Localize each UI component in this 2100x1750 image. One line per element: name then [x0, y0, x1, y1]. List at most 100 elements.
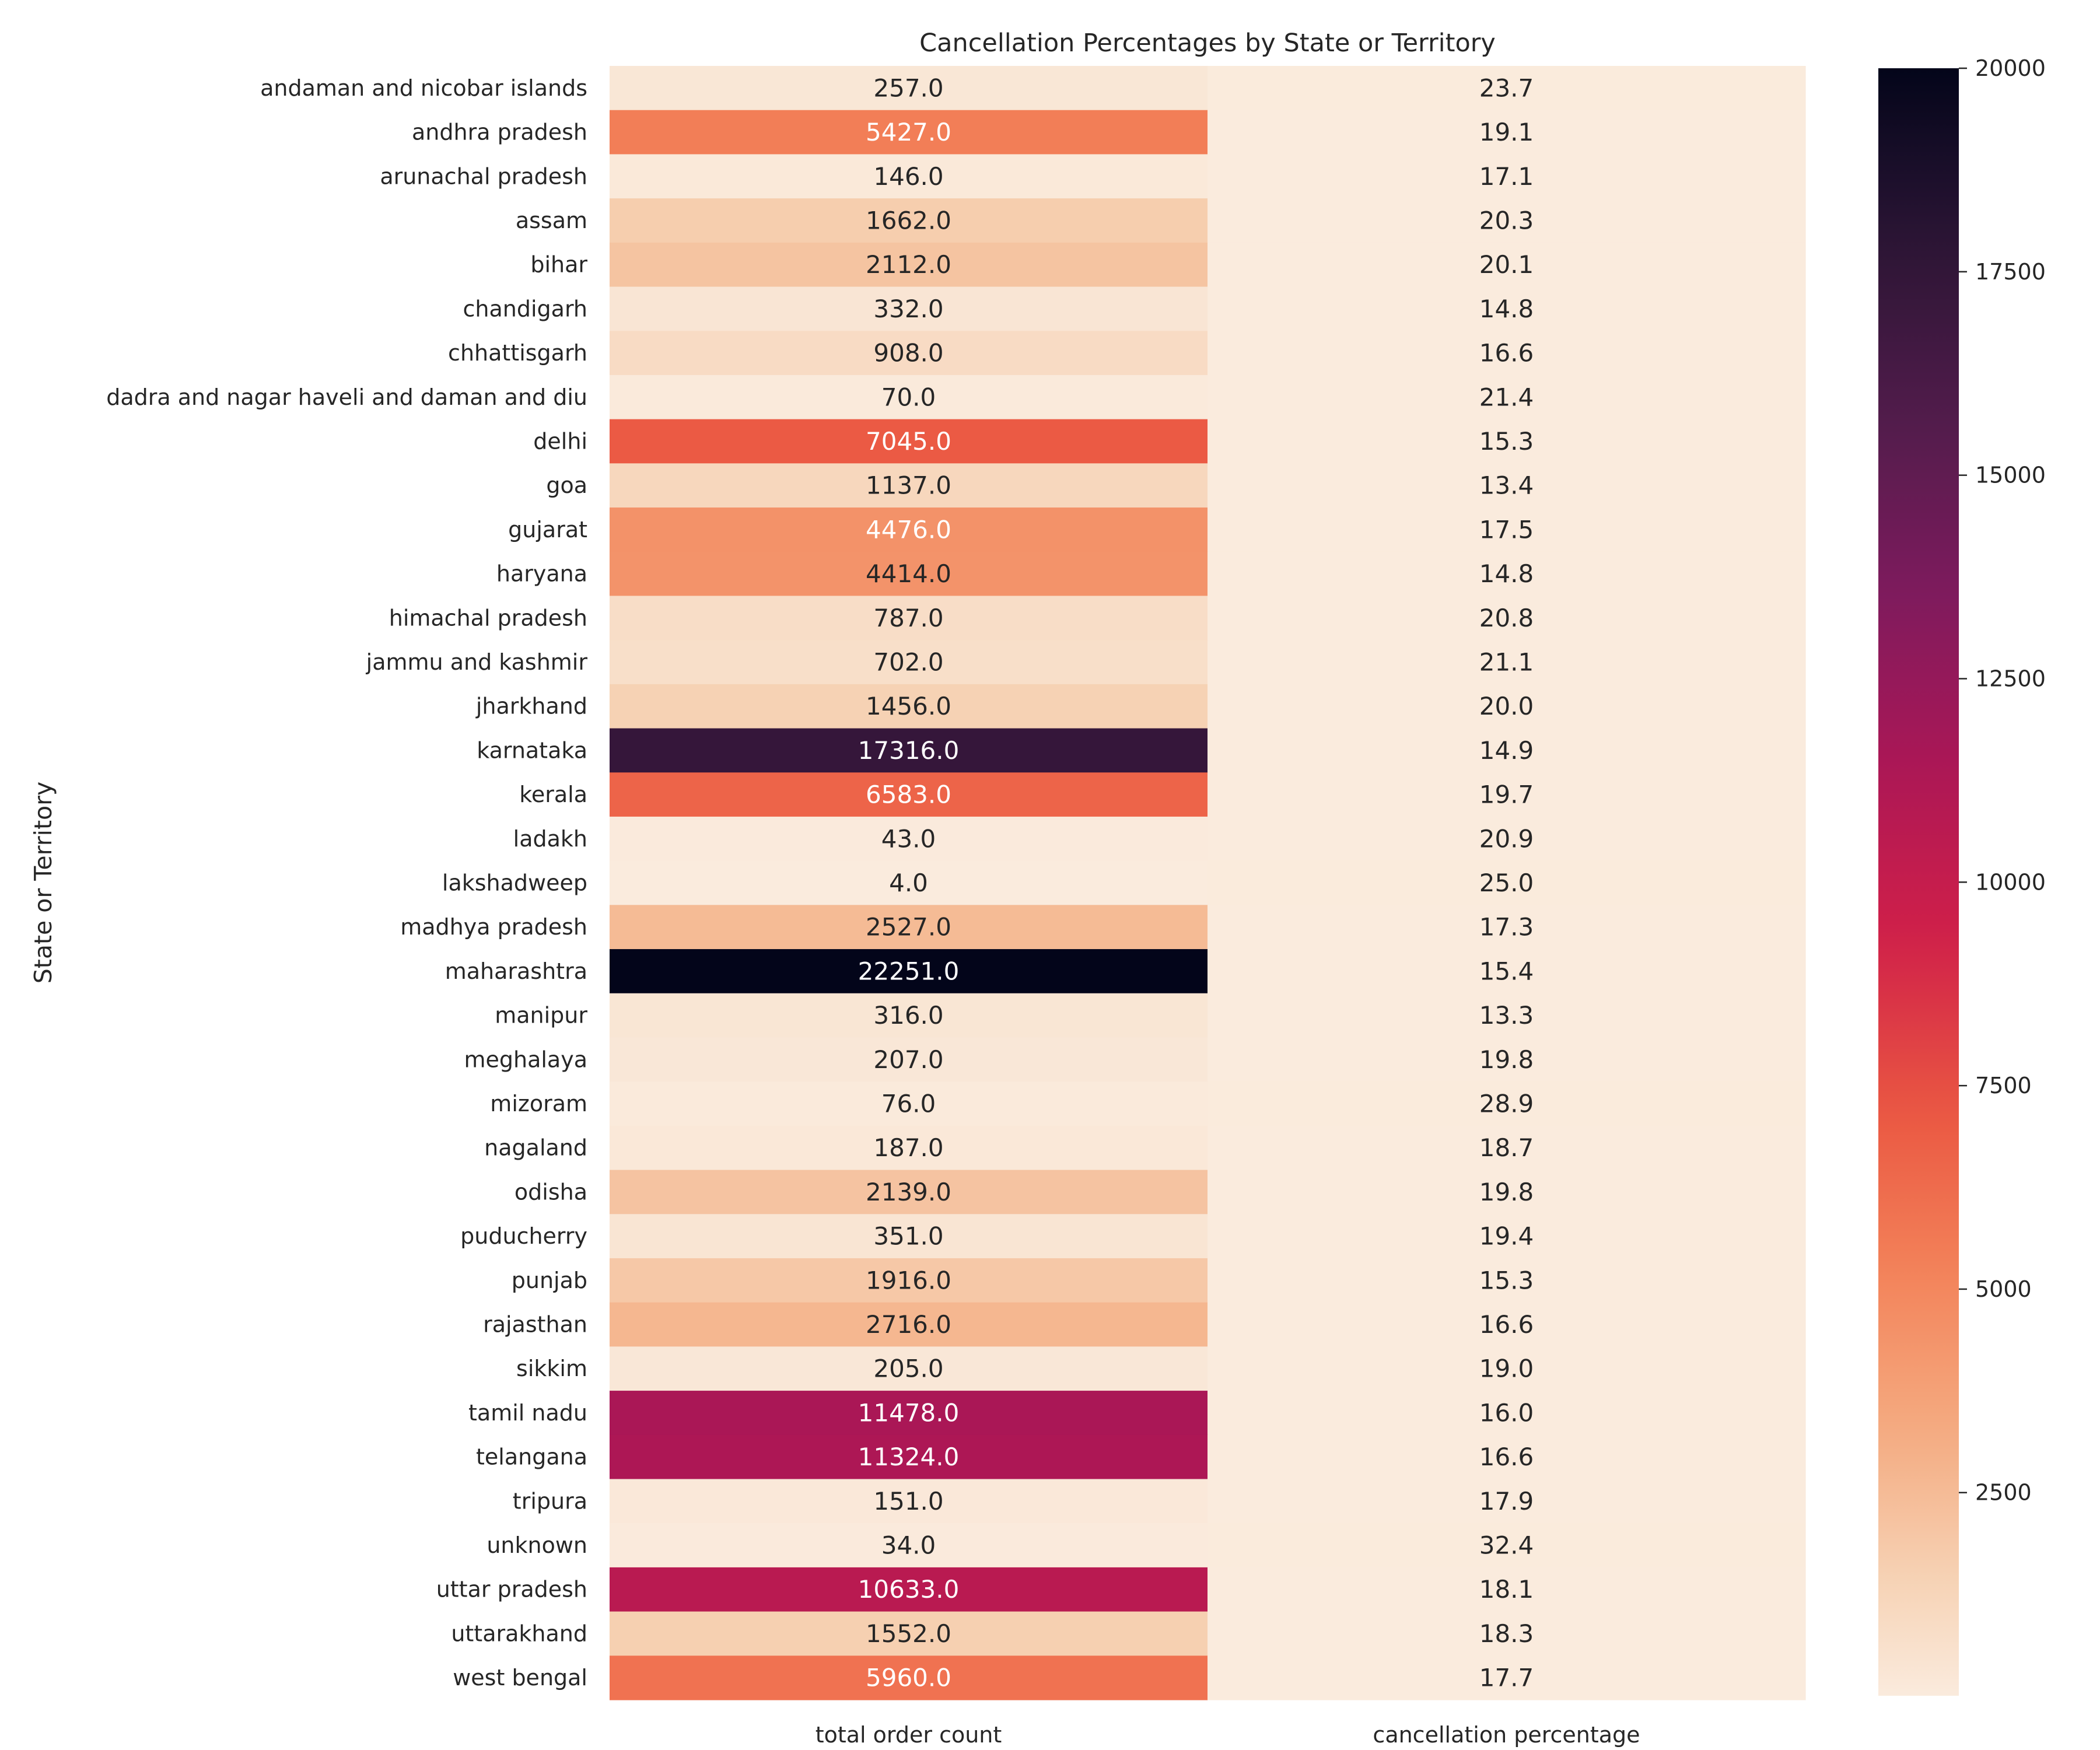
cell-annotation: 4414.0 [866, 559, 951, 588]
heatmap-cell [1208, 66, 1806, 111]
cell-annotation: 20.9 [1479, 824, 1534, 853]
cell-annotation: 19.0 [1479, 1354, 1534, 1383]
row-tick-label: meghalaya [464, 1046, 587, 1072]
heatmap-cell [610, 1258, 1208, 1303]
heatmap-cell [1208, 640, 1806, 685]
row-tick-label: gujarat [508, 517, 587, 542]
row-tick-label: telangana [476, 1444, 587, 1470]
row-tick-label: odisha [514, 1179, 587, 1205]
cell-annotation: 14.9 [1479, 736, 1534, 765]
heatmap-cell [1208, 728, 1806, 773]
colorbar-gradient [1878, 68, 1959, 1696]
heatmap-cell [610, 905, 1208, 950]
row-tick-label: uttar pradesh [436, 1577, 587, 1602]
row-tick-labels: andaman and nicobar islands andhra prades… [106, 75, 587, 1690]
row-tick-label: jharkhand [475, 694, 587, 719]
heatmap-cell [1208, 331, 1806, 376]
heatmap-cell [610, 1125, 1208, 1171]
heatmap-cell [610, 551, 1208, 597]
cell-annotation: 20.1 [1479, 250, 1534, 279]
colorbar: 2500 5000 7500 10000 12500 15000 17500 20000 [1878, 55, 2046, 1696]
row-tick-label: himachal pradesh [389, 605, 587, 631]
cell-annotation: 14.8 [1479, 295, 1534, 323]
cell-annotation: 2139.0 [866, 1178, 951, 1206]
row-tick-label: mizoram [490, 1091, 587, 1116]
cell-annotation: 787.0 [873, 604, 943, 632]
heatmap-cell [610, 374, 1208, 420]
row-tick-label: rajasthan [483, 1312, 587, 1338]
colorbar-tick-label: 2500 [1975, 1480, 2032, 1506]
heatmap-cell [610, 1170, 1208, 1214]
cell-annotation: 1662.0 [866, 206, 951, 235]
heatmap-cell [610, 1214, 1208, 1259]
heatmap-cell [610, 640, 1208, 685]
heatmap-cell [1208, 993, 1806, 1038]
row-tick-label: chandigarh [463, 296, 587, 321]
cell-annotation: 17.7 [1479, 1664, 1534, 1692]
cell-annotation: 15.4 [1479, 957, 1534, 985]
cell-annotation: 43.0 [881, 824, 936, 853]
chart-title: Cancellation Percentages by State or Ter… [919, 29, 1496, 58]
heatmap-cell [610, 993, 1208, 1038]
heatmap-cells [610, 66, 1806, 1700]
heatmap-cell [1208, 374, 1806, 420]
heatmap-cell [610, 1567, 1208, 1612]
heatmap-cell [610, 110, 1208, 155]
cell-annotations: 257.0 23.7 5427.0 19.1 146.0 17.1 1662.0 20.3 21… [858, 74, 1534, 1692]
heatmap-cell [610, 816, 1208, 862]
cell-annotation: 332.0 [873, 295, 943, 323]
row-tick-label: sikkim [516, 1356, 587, 1381]
colorbar-tick-label: 17500 [1975, 259, 2046, 285]
cell-annotation: 23.7 [1479, 74, 1534, 102]
cell-annotation: 2716.0 [866, 1310, 951, 1339]
row-tick-label: nagaland [484, 1135, 587, 1161]
heatmap-cell [1208, 1125, 1806, 1171]
heatmap-cell [610, 331, 1208, 376]
cell-annotation: 34.0 [881, 1531, 936, 1560]
cell-annotation: 257.0 [873, 74, 943, 102]
row-tick-label: jammu and kashmir [366, 649, 588, 675]
cell-annotation: 1916.0 [866, 1266, 951, 1294]
heatmap-cell [610, 66, 1208, 111]
cell-annotation: 1137.0 [866, 471, 951, 500]
cell-annotation: 205.0 [873, 1354, 943, 1383]
colorbar-tick-label: 20000 [1975, 55, 2046, 81]
heatmap-cell [1208, 1170, 1806, 1214]
heatmap-cell [1208, 286, 1806, 331]
heatmap-cell [1208, 596, 1806, 640]
colorbar-tick-label: 10000 [1975, 869, 2046, 895]
heatmap-cell [610, 154, 1208, 199]
heatmap-cell [610, 596, 1208, 640]
cell-annotation: 1552.0 [866, 1619, 951, 1648]
cell-annotation: 21.4 [1479, 383, 1534, 411]
row-tick-label: lakshadweep [442, 870, 587, 896]
row-tick-label: madhya pradesh [400, 914, 587, 940]
heatmap-cell [1208, 772, 1806, 817]
cell-annotation: 4476.0 [866, 515, 951, 544]
heatmap-cell [1208, 1656, 1806, 1700]
cell-annotation: 4.0 [889, 869, 928, 897]
heatmap-cell [1208, 860, 1806, 905]
heatmap-cell [610, 463, 1208, 508]
cell-annotation: 16.6 [1479, 1310, 1534, 1339]
cell-annotation: 2527.0 [866, 913, 951, 942]
row-tick-label: manipur [495, 1003, 587, 1028]
row-tick-label: unknown [487, 1532, 587, 1558]
cell-annotation: 17.5 [1479, 515, 1534, 544]
row-tick-label: delhi [533, 428, 587, 454]
heatmap-cell [1208, 198, 1806, 243]
heatmap-cell [610, 419, 1208, 464]
cell-annotation: 11324.0 [858, 1443, 960, 1471]
heatmap-cell [610, 1391, 1208, 1436]
cell-annotation: 151.0 [873, 1487, 943, 1516]
heatmap-cell [1208, 154, 1806, 199]
heatmap-cell [610, 1434, 1208, 1480]
heatmap-cell [610, 286, 1208, 331]
row-tick-label: puducherry [460, 1223, 587, 1249]
heatmap-cell [1208, 1567, 1806, 1612]
cell-annotation: 5427.0 [866, 118, 951, 146]
cell-annotation: 19.1 [1479, 118, 1534, 146]
cell-annotation: 15.3 [1479, 1266, 1534, 1294]
cell-annotation: 908.0 [873, 339, 943, 368]
